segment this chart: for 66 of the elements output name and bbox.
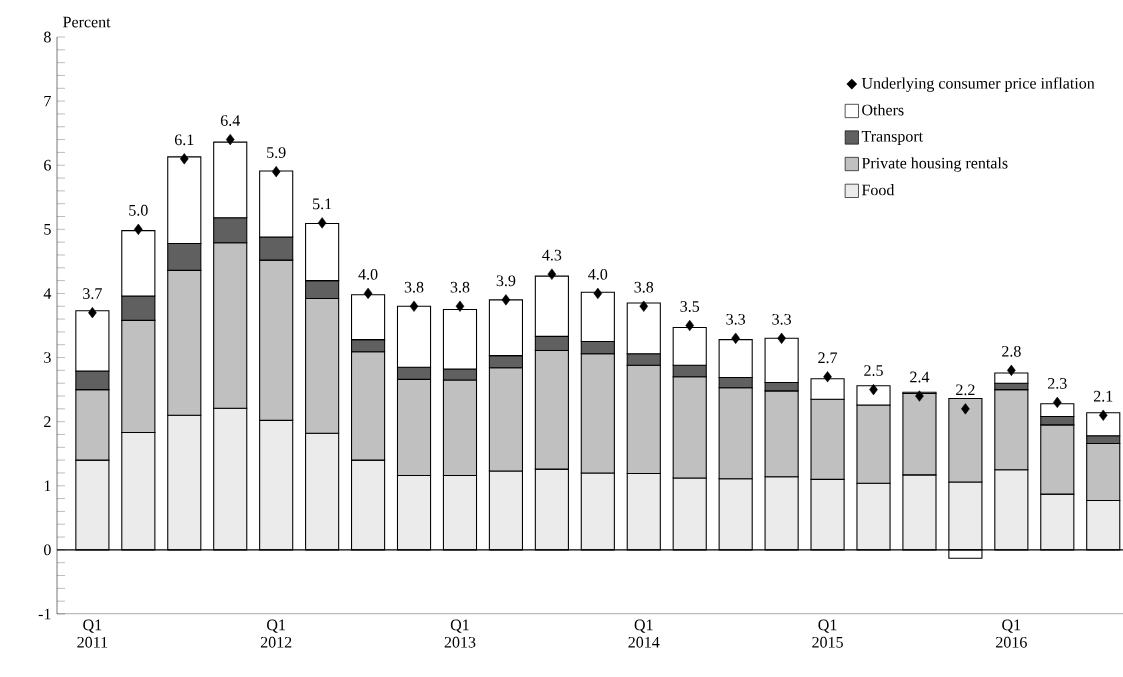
- data-label: 4.0: [588, 268, 608, 280]
- x-tick-label: Q1 2012: [260, 619, 292, 648]
- y-tick-label: 6: [44, 159, 51, 171]
- y-tick-label: 3: [44, 352, 51, 363]
- data-label: 3.5: [680, 301, 700, 312]
- data-label: 4.3: [542, 249, 562, 261]
- data-label: 3.8: [404, 281, 424, 293]
- data-label: 3.7: [83, 288, 102, 300]
- data-label: 2.8: [1002, 345, 1021, 357]
- x-tick-label: Q1 2016: [996, 619, 1027, 648]
- point: [777, 332, 786, 344]
- point: [225, 133, 235, 146]
- y-tick-label: 2: [44, 416, 51, 427]
- data-label: 2.4: [910, 371, 930, 383]
- x-tick-label: Q1 2013: [444, 619, 476, 648]
- point: [409, 300, 419, 312]
- point: [823, 371, 832, 383]
- point: [731, 332, 740, 344]
- point: [1007, 364, 1016, 376]
- y-tick-label: 8: [44, 31, 51, 43]
- y-tick-label: 5: [44, 224, 51, 235]
- x-tick-label: Q1 2014: [628, 619, 660, 648]
- point: [271, 166, 281, 178]
- legend-label: Others: [862, 104, 904, 116]
- point: [915, 390, 924, 402]
- y-tick-label: 4: [43, 288, 52, 299]
- point: [547, 268, 557, 280]
- x-tick-label: Q1 2015: [812, 619, 843, 648]
- data-label: 6.1: [174, 134, 194, 146]
- data-label: 5.0: [129, 204, 148, 216]
- data-label: 3.3: [726, 313, 746, 325]
- point: [363, 287, 373, 300]
- y-tick-label: -1: [38, 608, 51, 620]
- point: [317, 217, 327, 229]
- data-label: 3.8: [634, 281, 654, 293]
- data-label: 3.8: [450, 281, 470, 293]
- point: [593, 287, 603, 300]
- legend-label: Private housing rentals: [861, 157, 1008, 172]
- y-tick-label: 1: [44, 480, 51, 492]
- point: [134, 223, 143, 235]
- data-label: 2.1: [1093, 390, 1113, 402]
- legend-label: Underlying consumer price inflation: [861, 77, 1095, 92]
- y-tick-label: 0: [44, 544, 51, 556]
- x-tick-label: Q1 2011: [77, 619, 108, 648]
- point: [639, 300, 649, 312]
- y-tick-label: 7: [44, 95, 51, 107]
- y-axis-title: Percent: [63, 16, 111, 28]
- point: [455, 300, 465, 312]
- point: [1098, 409, 1108, 421]
- data-label: 6.4: [220, 115, 240, 126]
- point: [180, 153, 189, 165]
- data-label: 5.9: [267, 147, 286, 159]
- data-label: 3.9: [496, 275, 516, 287]
- point: [501, 294, 511, 306]
- legend-label: Transport: [861, 131, 924, 145]
- point: [88, 307, 97, 319]
- point: [961, 403, 970, 415]
- point: [869, 384, 878, 396]
- data-label: 5.1: [313, 198, 332, 210]
- data-label: 2.7: [818, 352, 838, 364]
- legend-label: Food: [861, 184, 895, 196]
- data-label: 2.2: [956, 384, 975, 396]
- data-label: 2.5: [864, 365, 883, 377]
- data-label: 2.3: [1048, 378, 1067, 389]
- data-label: 4.0: [358, 268, 378, 280]
- data-label: 3.3: [772, 313, 791, 325]
